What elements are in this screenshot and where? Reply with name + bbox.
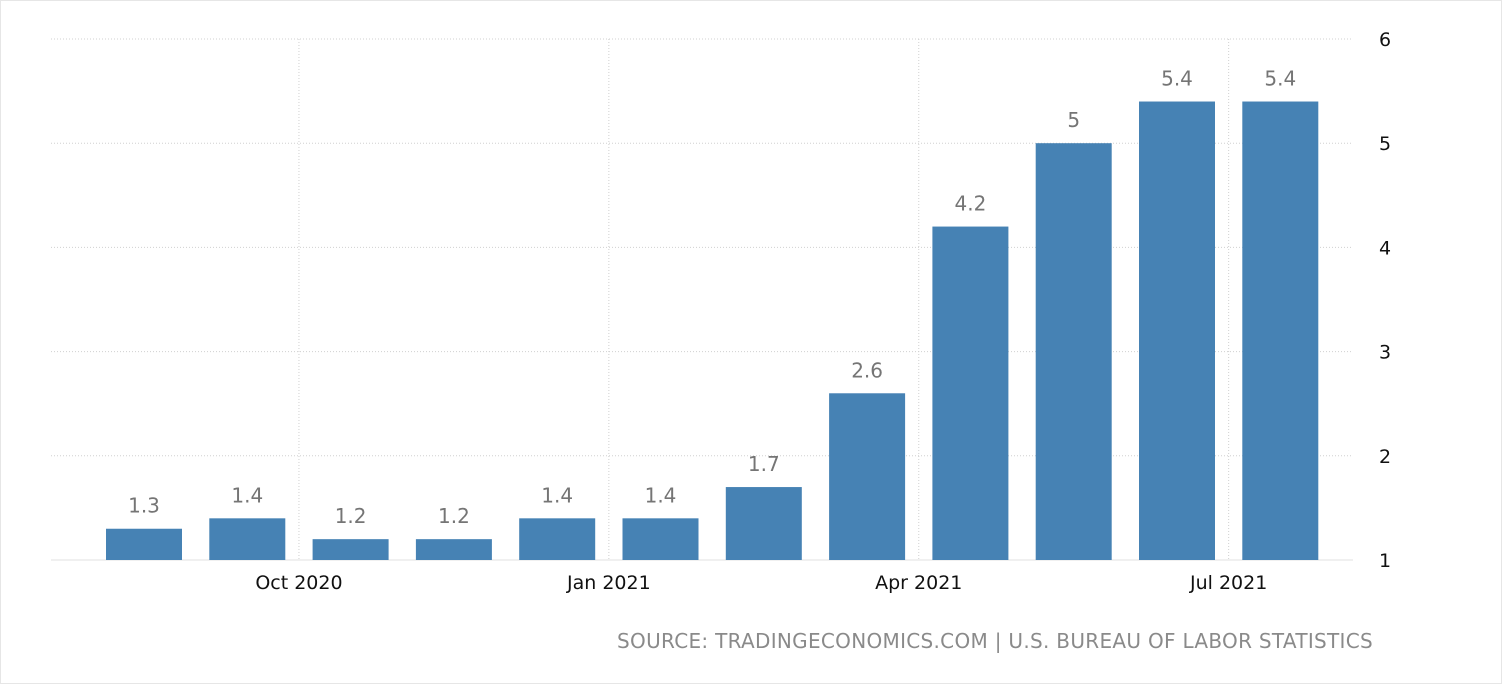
bar-value-label: 4.2: [954, 192, 986, 216]
y-tick-label: 4: [1379, 237, 1391, 259]
y-tick-label: 3: [1379, 342, 1391, 364]
x-axis: Oct 2020 Jan 2021 Apr 2021 Jul 2021: [255, 572, 1267, 594]
source-label: SOURCE: TRADINGECONOMICS.COM | U.S. BURE…: [617, 629, 1373, 653]
y-tick-label: 1: [1379, 550, 1391, 572]
bar: [932, 226, 1009, 560]
bar: [829, 393, 906, 560]
bar: [622, 518, 699, 560]
bar-value-label: 1.2: [438, 504, 470, 528]
bar-value-label: 1.3: [128, 494, 160, 518]
x-tick-label: Oct 2020: [255, 572, 342, 594]
bar: [519, 518, 596, 560]
bar: [725, 487, 802, 560]
data-labels: 1.3 1.4 1.2 1.2 1.4 1.4 1.7 2.6 4.2 5 5.4 5.4: [128, 67, 1296, 529]
bar: [312, 539, 389, 560]
bar-value-label: 1.7: [748, 452, 780, 476]
bar-value-label: 5.4: [1161, 67, 1193, 91]
bar: [415, 539, 492, 560]
bar: [1035, 143, 1112, 560]
bar-value-label: 1.2: [335, 504, 367, 528]
bar-value-label: 1.4: [231, 483, 263, 507]
y-tick-label: 5: [1379, 133, 1391, 155]
y-tick-label: 6: [1379, 29, 1391, 51]
bar: [1242, 101, 1319, 561]
grid: [51, 38, 1353, 561]
bar-value-label: 5.4: [1264, 67, 1296, 91]
bar: [1139, 101, 1215, 561]
x-tick-label: Apr 2021: [875, 572, 962, 594]
bar-value-label: 2.6: [851, 358, 883, 382]
bar: [209, 518, 286, 560]
x-tick-label: Jul 2021: [1189, 572, 1267, 594]
y-axis: 1 2 3 4 5 6: [1379, 29, 1391, 572]
bars: [106, 101, 1319, 561]
bar-value-label: 5: [1067, 108, 1080, 132]
bar-value-label: 1.4: [645, 483, 677, 507]
x-tick-label: Jan 2021: [566, 572, 651, 594]
y-tick-label: 2: [1379, 446, 1391, 468]
bar: [106, 528, 182, 560]
bar-value-label: 1.4: [541, 483, 573, 507]
